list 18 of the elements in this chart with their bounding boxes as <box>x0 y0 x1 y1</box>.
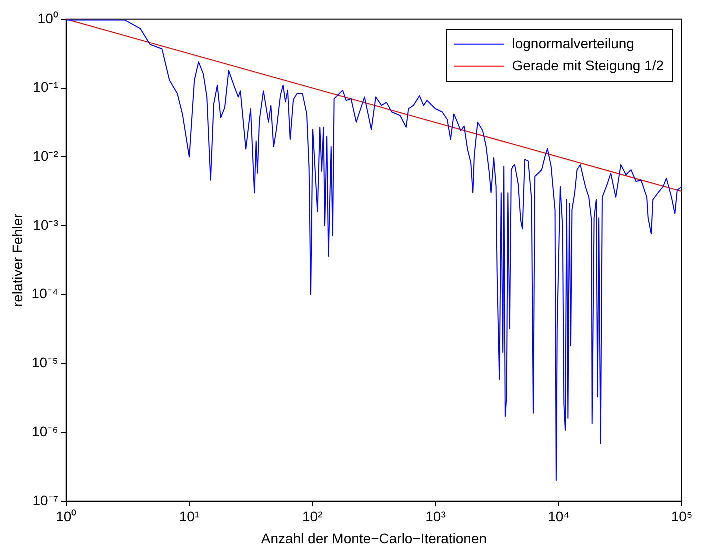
x-tick-label: 10³ <box>426 508 446 525</box>
y-tick-label: 10⁻³ <box>33 216 59 233</box>
y-tick-label: 10⁻⁶ <box>32 423 58 440</box>
y-tick-label: 10⁰ <box>38 10 58 26</box>
y-tick-label: 10⁻⁷ <box>32 492 58 508</box>
x-tick-label: 10⁵ <box>671 508 693 525</box>
x-tick-label: 10⁰ <box>56 508 77 525</box>
x-tick-label: 10² <box>302 508 324 525</box>
y-tick-label: 10⁻⁵ <box>32 354 58 371</box>
legend-label: Gerade mit Steigung 1/2 <box>512 57 664 74</box>
y-tick-label: 10⁻⁴ <box>32 286 58 302</box>
y-tick-label: 10⁻¹ <box>33 79 59 96</box>
y-axis-title: relativer Fehler <box>9 213 26 308</box>
legend-label: lognormalverteilung <box>512 35 634 52</box>
x-tick-label: 10⁴ <box>548 508 570 525</box>
x-axis-title: Anzahl der Monte−Carlo−Iterationen <box>261 530 488 546</box>
x-tick-label: 10¹ <box>179 508 200 525</box>
y-tick-label: 10⁻² <box>33 148 59 164</box>
